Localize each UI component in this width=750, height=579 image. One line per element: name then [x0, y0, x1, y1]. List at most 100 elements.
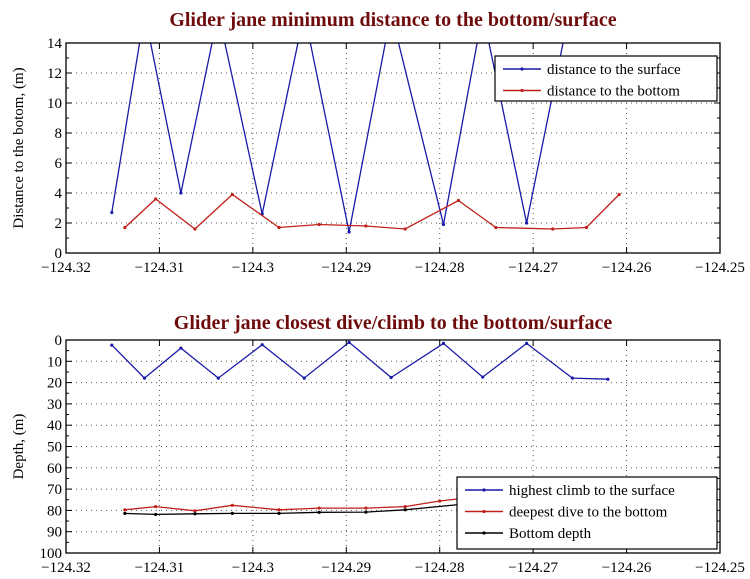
- y-tick-label: 8: [55, 126, 63, 142]
- legend-marker: [520, 67, 524, 71]
- x-tick-label: −124.31: [135, 560, 185, 576]
- y-axis-label: Depth, (m): [11, 414, 27, 480]
- legend-box: [456, 476, 718, 550]
- y-tick-label: 4: [55, 186, 63, 202]
- chart-title: Glider jane closest dive/climb to the bo…: [174, 312, 613, 334]
- data-point: [441, 222, 446, 227]
- y-tick-label: 0: [55, 333, 63, 349]
- legend-marker: [482, 531, 486, 535]
- data-point: [438, 499, 442, 503]
- data-point: [551, 227, 555, 231]
- data-point: [347, 340, 351, 344]
- x-tick-label: −124.3: [232, 260, 274, 276]
- series-line-distance-to-the-surface: [111, 43, 564, 233]
- data-point: [403, 508, 407, 512]
- x-tick-label: −124.26: [602, 560, 652, 576]
- x-tick-label: −124.28: [415, 260, 465, 276]
- y-tick-label: 30: [47, 397, 62, 413]
- legend-marker: [520, 88, 524, 93]
- series-line-deepest-dive-to-the-bottom: [124, 495, 496, 512]
- y-tick-label: 80: [47, 503, 62, 519]
- y-tick-label: 40: [47, 418, 62, 434]
- y-tick-label: 100: [40, 546, 63, 562]
- data-point: [317, 222, 321, 227]
- data-point: [302, 376, 306, 380]
- data-point: [230, 192, 234, 197]
- data-point: [154, 504, 158, 509]
- data-point: [317, 506, 321, 510]
- y-tick-label: 12: [47, 66, 62, 82]
- x-tick-label: −124.28: [415, 560, 465, 576]
- legend-label: highest climb to the surface: [509, 483, 675, 499]
- data-point: [193, 512, 197, 516]
- data-point: [364, 510, 368, 514]
- series-group: [110, 340, 610, 517]
- data-point: [317, 510, 321, 514]
- plot-frame: [65, 42, 721, 254]
- legend-label: Bottom depth: [509, 526, 592, 542]
- x-tick-label: −124.3: [232, 560, 274, 576]
- x-tick-label: −124.26: [602, 260, 652, 276]
- x-tick-label: −124.29: [321, 560, 371, 576]
- data-point: [179, 191, 183, 195]
- y-tick-label: 60: [47, 461, 62, 477]
- y-tick-label: 2: [55, 216, 63, 232]
- y-axis-label: Distance to the botom, (m): [11, 67, 27, 228]
- y-tick-label: 70: [47, 482, 62, 498]
- data-point: [525, 221, 529, 225]
- data-point: [364, 506, 368, 510]
- data-point: [277, 508, 281, 512]
- chart-title: Glider jane minimum distance to the bott…: [169, 9, 616, 31]
- data-point: [456, 198, 460, 203]
- data-point: [277, 511, 281, 515]
- data-point: [481, 375, 485, 379]
- data-point: [179, 346, 183, 350]
- data-point: [110, 210, 114, 215]
- y-tick-label: 14: [47, 36, 63, 52]
- y-tick-label: 50: [47, 440, 62, 456]
- legend-marker: [482, 509, 486, 514]
- y-tick-label: 20: [47, 376, 62, 392]
- x-tick-label: −124.27: [508, 560, 558, 576]
- legend-box: [494, 55, 718, 102]
- data-point: [260, 343, 264, 347]
- data-point: [154, 197, 158, 201]
- data-point: [441, 341, 446, 346]
- y-tick-label: 10: [47, 354, 62, 370]
- data-point: [570, 376, 574, 380]
- data-point: [123, 225, 127, 230]
- data-point: [403, 504, 407, 509]
- data-point: [142, 376, 147, 380]
- x-tick-label: −124.32: [41, 260, 91, 276]
- legend-label: distance to the bottom: [547, 84, 680, 100]
- data-point: [494, 225, 498, 230]
- data-point: [193, 227, 197, 231]
- series-group: [110, 43, 621, 234]
- panel-1: Glider jane minimum distance to the bott…: [11, 9, 745, 276]
- legend-label: deepest dive to the bottom: [509, 505, 668, 521]
- data-point: [525, 341, 529, 346]
- data-point: [389, 375, 393, 380]
- x-tick-label: −124.25: [695, 260, 745, 276]
- data-point: [277, 225, 281, 230]
- data-point: [123, 508, 127, 512]
- plot-frame: [65, 339, 721, 554]
- data-point: [230, 511, 234, 515]
- legend-label: distance to the surface: [547, 62, 681, 78]
- legend-marker: [482, 488, 486, 492]
- y-tick-label: 6: [55, 156, 63, 172]
- x-tick-label: −124.27: [508, 260, 558, 276]
- x-tick-label: −124.32: [41, 560, 91, 576]
- y-tick-label: 90: [47, 525, 62, 541]
- series-line-distance-to-the-bottom: [124, 193, 620, 230]
- y-tick-label: 10: [47, 96, 62, 112]
- y-tick-label: 0: [55, 246, 63, 262]
- data-point: [403, 227, 407, 231]
- x-tick-label: −124.31: [135, 260, 185, 276]
- data-point: [364, 224, 368, 228]
- data-point: [154, 512, 158, 517]
- x-tick-label: −124.29: [321, 260, 371, 276]
- legend: highest climb to the surface deepest dive…: [456, 476, 718, 550]
- data-point: [110, 343, 114, 347]
